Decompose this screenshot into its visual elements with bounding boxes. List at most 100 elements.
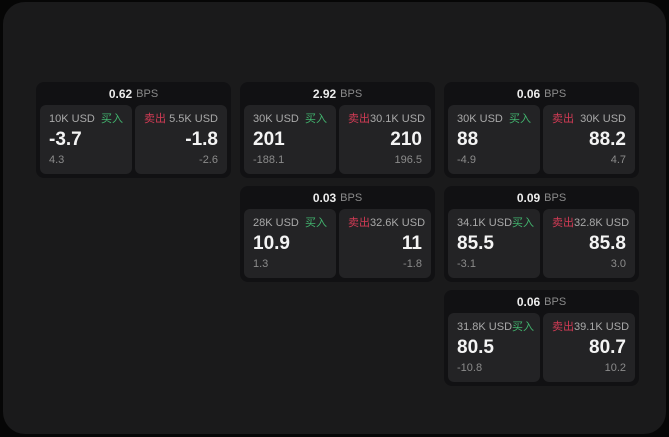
buy-sub-value: -10.8 — [457, 362, 483, 374]
quote-card: 0.03 BPS 28K USD 买入 10.9 1.3 卖出 32.6K US… — [240, 186, 435, 282]
sell-notional: 30K USD — [580, 113, 626, 125]
buy-panel-header: 30K USD 买入 — [457, 113, 531, 126]
sell-notional: 30.1K USD — [370, 113, 426, 125]
sell-side-label: 卖出 — [552, 217, 574, 229]
buy-price: 85.5 — [457, 233, 494, 254]
buy-price: 88 — [457, 129, 479, 150]
bps-value: 0.03 — [312, 190, 337, 205]
bps-header: 0.62 BPS — [36, 82, 231, 105]
quote-card: 0.09 BPS 34.1K USD 买入 85.5 -3.1 卖出 32.8K… — [444, 186, 639, 282]
buy-sub-value: -4.9 — [457, 154, 476, 166]
buy-notional: 30K USD — [457, 113, 503, 125]
quote-card-body: 34.1K USD 买入 85.5 -3.1 卖出 32.8K USD 85.8… — [444, 209, 639, 282]
buy-price: 10.9 — [253, 233, 290, 254]
sell-panel[interactable]: 卖出 30.1K USD 210 196.5 — [339, 105, 431, 174]
sell-side-label: 卖出 — [144, 113, 166, 125]
buy-panel[interactable]: 30K USD 买入 201 -188.1 — [244, 105, 336, 174]
sell-price: 210 — [390, 129, 422, 150]
bps-unit-label: BPS — [340, 87, 363, 100]
quote-card: 0.06 BPS 31.8K USD 买入 80.5 -10.8 卖出 39.1… — [444, 290, 639, 386]
buy-side-label: 买入 — [512, 321, 535, 333]
buy-sub-value: -188.1 — [253, 154, 285, 166]
sell-price: 11 — [401, 233, 422, 254]
sell-panel-header: 卖出 30.1K USD — [348, 113, 426, 126]
sell-price: 80.7 — [589, 337, 626, 358]
quote-card-body: 30K USD 买入 201 -188.1 卖出 30.1K USD 210 1… — [240, 105, 435, 178]
sell-sub-value: -1.8 — [403, 258, 422, 270]
sell-side-label: 卖出 — [552, 113, 574, 125]
buy-side-label: 买入 — [509, 113, 531, 125]
sell-panel[interactable]: 卖出 32.6K USD 11 -1.8 — [339, 209, 431, 278]
bps-unit-label: BPS — [544, 295, 567, 308]
sell-price: -1.8 — [185, 129, 218, 150]
sell-notional: 5.5K USD — [169, 113, 218, 125]
bps-header: 2.92 BPS — [240, 82, 435, 105]
sell-panel-header: 卖出 39.1K USD — [552, 321, 630, 334]
bps-unit-label: BPS — [340, 191, 363, 204]
sell-sub-value: 196.5 — [394, 154, 422, 166]
buy-notional: 30K USD — [253, 113, 299, 125]
bps-unit-label: BPS — [136, 87, 159, 100]
sell-price: 85.8 — [589, 233, 626, 254]
bps-header: 0.03 BPS — [240, 186, 435, 209]
quote-card: 0.06 BPS 30K USD 买入 88 -4.9 卖出 30K USD 8… — [444, 82, 639, 178]
buy-panel[interactable]: 10K USD 买入 -3.7 4.3 — [40, 105, 132, 174]
quotes-grid: 0.62 BPS 10K USD 买入 -3.7 4.3 卖出 5.5K USD… — [36, 82, 639, 386]
buy-side-label: 买入 — [305, 113, 327, 125]
sell-panel-header: 卖出 5.5K USD — [144, 113, 218, 126]
bps-value: 0.06 — [516, 294, 541, 309]
bps-header: 0.06 BPS — [444, 82, 639, 105]
sell-notional: 32.8K USD — [574, 217, 630, 229]
sell-panel[interactable]: 卖出 39.1K USD 80.7 10.2 — [543, 313, 635, 382]
sell-panel-header: 卖出 30K USD — [552, 113, 626, 126]
bps-value: 2.92 — [312, 86, 337, 101]
bps-value: 0.62 — [108, 86, 133, 101]
sell-sub-value: -2.6 — [199, 154, 218, 166]
quote-card-body: 28K USD 买入 10.9 1.3 卖出 32.6K USD 11 -1.8 — [240, 209, 435, 282]
quote-card: 0.62 BPS 10K USD 买入 -3.7 4.3 卖出 5.5K USD… — [36, 82, 231, 178]
buy-notional: 31.8K USD — [457, 321, 513, 333]
buy-price: 201 — [253, 129, 285, 150]
buy-side-label: 买入 — [512, 217, 535, 229]
buy-notional: 10K USD — [49, 113, 95, 125]
sell-panel-header: 卖出 32.6K USD — [348, 217, 426, 230]
bps-value: 0.09 — [516, 190, 541, 205]
sell-panel[interactable]: 卖出 5.5K USD -1.8 -2.6 — [135, 105, 227, 174]
buy-sub-value: -3.1 — [457, 258, 476, 270]
sell-sub-value: 4.7 — [610, 154, 626, 166]
buy-side-label: 买入 — [305, 217, 327, 229]
buy-price: 80.5 — [457, 337, 494, 358]
sell-panel-header: 卖出 32.8K USD — [552, 217, 630, 230]
bps-unit-label: BPS — [544, 87, 567, 100]
buy-panel[interactable]: 28K USD 买入 10.9 1.3 — [244, 209, 336, 278]
app-window: 0.62 BPS 10K USD 买入 -3.7 4.3 卖出 5.5K USD… — [3, 2, 666, 434]
buy-panel-header: 34.1K USD 买入 — [457, 217, 535, 230]
buy-panel-header: 31.8K USD 买入 — [457, 321, 535, 334]
bps-unit-label: BPS — [544, 191, 567, 204]
quote-card-body: 31.8K USD 买入 80.5 -10.8 卖出 39.1K USD 80.… — [444, 313, 639, 386]
buy-sub-value: 1.3 — [253, 258, 269, 270]
buy-notional: 28K USD — [253, 217, 299, 229]
quote-card: 2.92 BPS 30K USD 买入 201 -188.1 卖出 30.1K … — [240, 82, 435, 178]
bps-value: 0.06 — [516, 86, 541, 101]
sell-panel[interactable]: 卖出 32.8K USD 85.8 3.0 — [543, 209, 635, 278]
buy-panel[interactable]: 34.1K USD 买入 85.5 -3.1 — [448, 209, 540, 278]
sell-price: 88.2 — [589, 129, 626, 150]
sell-notional: 32.6K USD — [370, 217, 426, 229]
quote-card-body: 10K USD 买入 -3.7 4.3 卖出 5.5K USD -1.8 -2.… — [36, 105, 231, 178]
sell-sub-value: 10.2 — [604, 362, 626, 374]
sell-notional: 39.1K USD — [574, 321, 630, 333]
sell-side-label: 卖出 — [348, 217, 370, 229]
buy-panel[interactable]: 31.8K USD 买入 80.5 -10.8 — [448, 313, 540, 382]
sell-panel[interactable]: 卖出 30K USD 88.2 4.7 — [543, 105, 635, 174]
sell-side-label: 卖出 — [552, 321, 574, 333]
bps-header: 0.09 BPS — [444, 186, 639, 209]
buy-panel[interactable]: 30K USD 买入 88 -4.9 — [448, 105, 540, 174]
quote-card-body: 30K USD 买入 88 -4.9 卖出 30K USD 88.2 4.7 — [444, 105, 639, 178]
buy-panel-header: 10K USD 买入 — [49, 113, 123, 126]
sell-sub-value: 3.0 — [610, 258, 626, 270]
buy-price: -3.7 — [49, 129, 82, 150]
buy-sub-value: 4.3 — [49, 154, 65, 166]
sell-side-label: 卖出 — [348, 113, 370, 125]
buy-panel-header: 28K USD 买入 — [253, 217, 327, 230]
